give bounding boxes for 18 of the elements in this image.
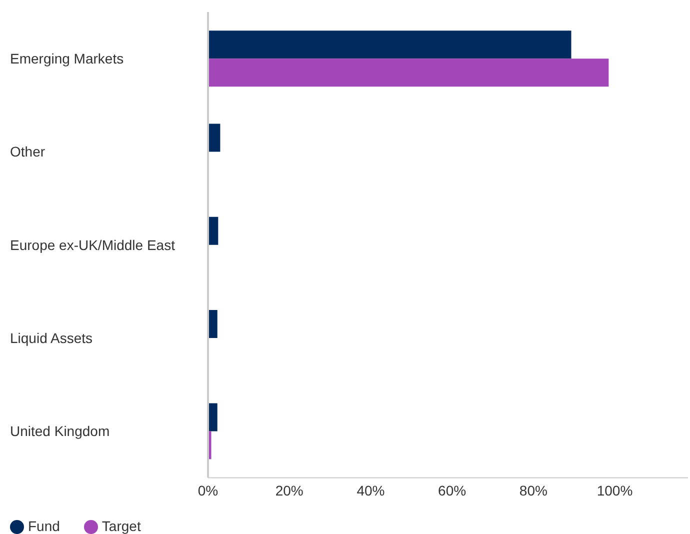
y-tick-label: Other xyxy=(10,144,46,160)
bar xyxy=(208,403,218,432)
y-tick-label: Europe ex-UK/Middle East xyxy=(10,236,176,253)
y-tick-label: Emerging Markets xyxy=(10,50,124,67)
x-tick-label: 100% xyxy=(596,482,633,499)
y-tick-label: United Kingdom xyxy=(10,423,110,440)
legend-label: Fund xyxy=(28,518,60,534)
x-tick-label: 20% xyxy=(275,482,304,499)
x-tick-label: 40% xyxy=(356,482,385,499)
bar xyxy=(208,30,572,59)
bar xyxy=(208,124,220,152)
y-tick-label: Liquid Assets xyxy=(10,330,92,346)
legend-label: Target xyxy=(102,518,141,534)
x-tick-label: 0% xyxy=(198,482,218,499)
bar xyxy=(208,58,609,87)
bar xyxy=(208,310,218,338)
x-tick-label: 60% xyxy=(438,482,466,499)
x-tick-label: 80% xyxy=(519,482,548,499)
